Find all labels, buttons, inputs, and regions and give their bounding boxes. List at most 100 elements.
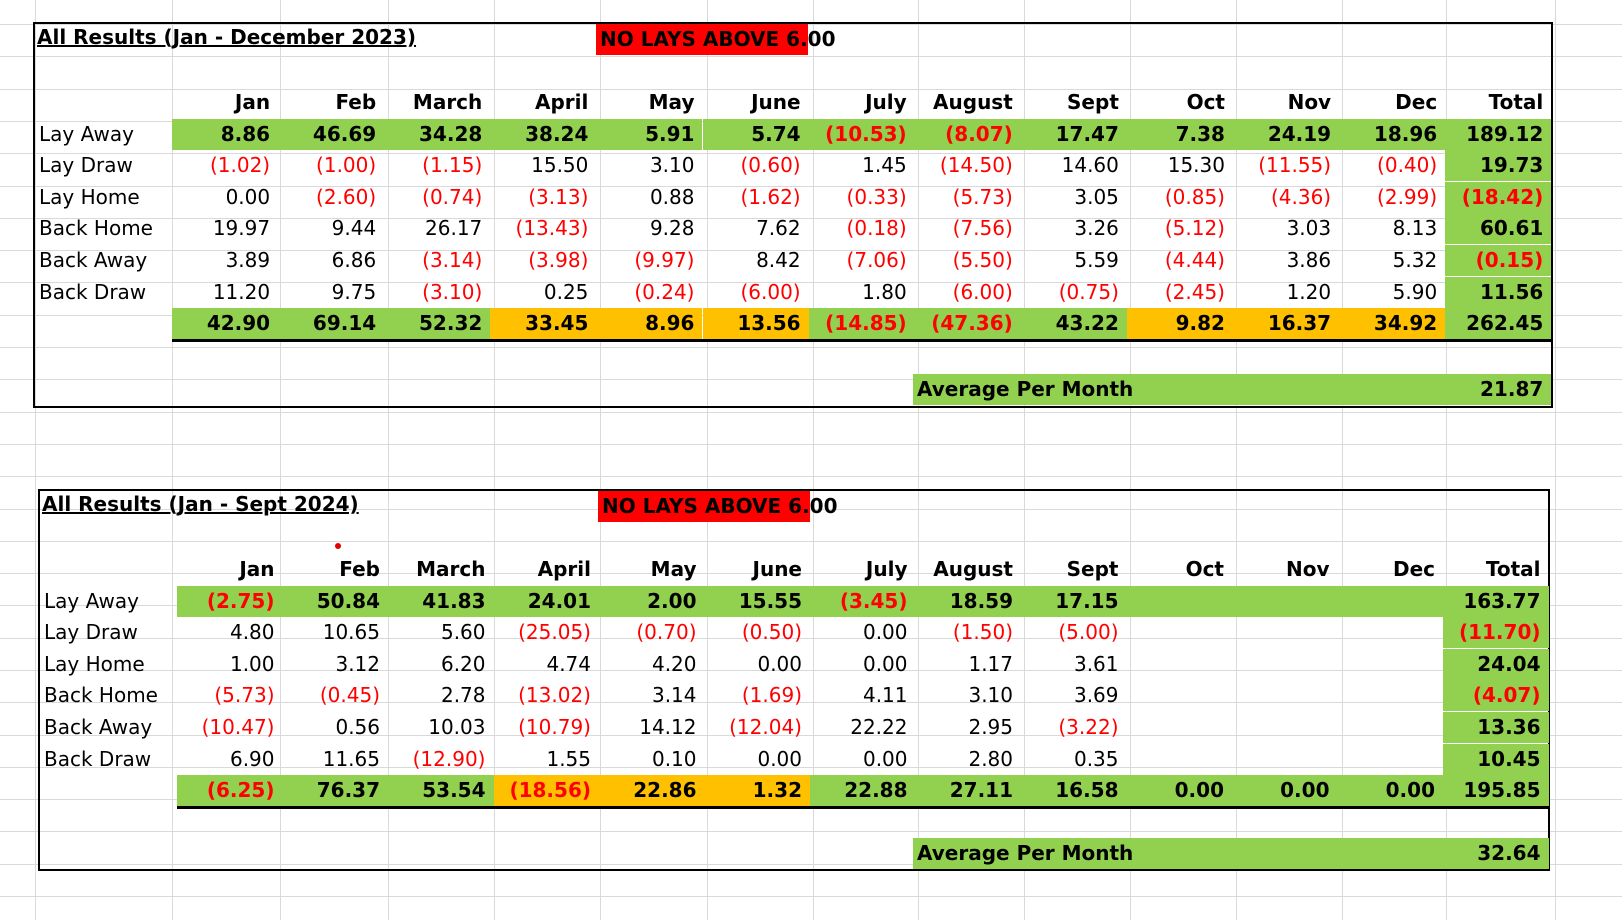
data-cell[interactable]: 34.28 bbox=[384, 118, 491, 150]
data-cell[interactable] bbox=[1338, 712, 1444, 743]
data-cell[interactable]: 1.55 bbox=[546, 746, 591, 771]
data-cell[interactable]: (1.02) bbox=[209, 153, 271, 178]
data-cell[interactable]: 0.10 bbox=[651, 746, 697, 771]
data-cell[interactable]: 10.03 bbox=[428, 715, 486, 739]
month-total[interactable]: (14.85) bbox=[808, 308, 915, 340]
data-cell[interactable]: 38.24 bbox=[490, 118, 597, 150]
data-cell[interactable]: 7.38 bbox=[1126, 118, 1233, 150]
row-total[interactable]: 189.12 bbox=[1445, 118, 1552, 150]
grand-total[interactable]: 195.85 bbox=[1443, 775, 1549, 807]
data-cell[interactable]: (0.40) bbox=[1377, 153, 1438, 178]
data-cell[interactable]: (5.73) bbox=[214, 683, 275, 708]
data-cell[interactable]: 5.59 bbox=[1074, 248, 1119, 272]
month-total[interactable]: 13.56 bbox=[702, 308, 809, 340]
data-cell[interactable]: (8.07) bbox=[914, 118, 1021, 150]
data-cell[interactable]: (0.33) bbox=[846, 184, 907, 209]
data-cell[interactable]: 3.26 bbox=[1074, 216, 1119, 241]
month-total[interactable]: 27.11 bbox=[915, 775, 1021, 807]
data-cell[interactable]: (2.99) bbox=[1377, 184, 1438, 209]
data-cell[interactable]: 1.00 bbox=[229, 651, 275, 676]
month-total[interactable]: (18.56) bbox=[493, 775, 599, 807]
data-cell[interactable]: (25.05) bbox=[518, 620, 591, 645]
data-cell[interactable]: 3.89 bbox=[225, 248, 271, 272]
month-total[interactable]: (6.25) bbox=[177, 775, 283, 807]
row-total[interactable]: 11.56 bbox=[1445, 276, 1552, 308]
data-cell[interactable]: (13.02) bbox=[518, 683, 591, 708]
month-total[interactable]: 34.92 bbox=[1339, 308, 1446, 340]
data-cell[interactable]: (10.53) bbox=[808, 118, 915, 150]
month-total[interactable]: 52.32 bbox=[384, 308, 491, 340]
data-cell[interactable]: 7.62 bbox=[756, 216, 801, 241]
data-cell[interactable]: 8.13 bbox=[1392, 216, 1438, 241]
data-cell[interactable]: 14.12 bbox=[639, 715, 697, 739]
month-total[interactable]: 42.90 bbox=[172, 308, 279, 340]
data-cell[interactable]: (7.06) bbox=[846, 248, 907, 272]
month-total[interactable]: 0.00 bbox=[1232, 775, 1338, 807]
average-value[interactable]: 32.64 bbox=[1443, 838, 1549, 869]
data-cell[interactable]: (0.60) bbox=[740, 153, 801, 178]
data-cell[interactable] bbox=[1127, 712, 1233, 743]
data-cell[interactable]: 15.55 bbox=[704, 585, 810, 617]
data-cell[interactable]: 0.25 bbox=[543, 279, 589, 304]
data-cell[interactable]: 24.01 bbox=[493, 585, 599, 617]
data-cell[interactable]: 0.56 bbox=[335, 715, 380, 739]
data-cell[interactable]: 41.83 bbox=[388, 585, 494, 617]
data-cell[interactable]: 50.84 bbox=[282, 585, 388, 617]
data-cell[interactable]: (13.43) bbox=[515, 216, 589, 241]
month-total[interactable]: 53.54 bbox=[388, 775, 494, 807]
month-total[interactable]: 22.88 bbox=[810, 775, 916, 807]
month-total[interactable]: 43.22 bbox=[1020, 308, 1127, 340]
data-cell[interactable]: 0.00 bbox=[757, 746, 802, 771]
data-cell[interactable] bbox=[1127, 617, 1233, 648]
data-cell[interactable]: 2.78 bbox=[440, 683, 486, 708]
data-cell[interactable]: 1.80 bbox=[862, 279, 907, 304]
month-total[interactable]: 16.58 bbox=[1021, 775, 1127, 807]
data-cell[interactable]: 5.32 bbox=[1392, 248, 1438, 272]
month-total[interactable]: 33.45 bbox=[490, 308, 597, 340]
data-cell[interactable]: (2.75) bbox=[177, 585, 283, 617]
data-cell[interactable]: 1.45 bbox=[862, 153, 907, 178]
data-cell[interactable]: 4.20 bbox=[651, 651, 697, 676]
data-cell[interactable]: 3.61 bbox=[1073, 651, 1119, 676]
data-cell[interactable]: 9.28 bbox=[649, 216, 695, 241]
data-cell[interactable]: (12.04) bbox=[729, 715, 802, 739]
data-cell[interactable]: 3.10 bbox=[649, 153, 695, 178]
data-cell[interactable] bbox=[1338, 649, 1444, 680]
data-cell[interactable]: 11.65 bbox=[322, 746, 380, 771]
month-total[interactable]: 22.86 bbox=[599, 775, 705, 807]
data-cell[interactable]: (1.69) bbox=[741, 683, 802, 708]
data-cell[interactable]: (7.56) bbox=[952, 216, 1013, 241]
data-cell[interactable]: (5.50) bbox=[952, 248, 1013, 272]
data-cell[interactable]: (10.79) bbox=[518, 715, 591, 739]
data-cell[interactable]: (0.24) bbox=[634, 279, 695, 304]
data-cell[interactable]: (0.85) bbox=[1164, 184, 1225, 209]
month-total[interactable]: (47.36) bbox=[914, 308, 1021, 340]
row-total[interactable]: 19.73 bbox=[1445, 150, 1552, 182]
data-cell[interactable]: 6.20 bbox=[440, 651, 486, 676]
row-total[interactable]: 10.45 bbox=[1443, 743, 1549, 775]
data-cell[interactable]: 3.69 bbox=[1073, 683, 1119, 708]
data-cell[interactable]: (3.45) bbox=[810, 585, 916, 617]
data-cell[interactable] bbox=[1232, 680, 1338, 711]
data-cell[interactable]: (9.97) bbox=[634, 248, 695, 272]
data-cell[interactable]: (5.12) bbox=[1164, 216, 1225, 241]
data-cell[interactable]: (1.62) bbox=[740, 184, 801, 209]
month-total[interactable]: 69.14 bbox=[278, 308, 385, 340]
row-total[interactable]: (18.42) bbox=[1445, 181, 1552, 213]
data-cell[interactable]: 15.30 bbox=[1167, 153, 1225, 178]
data-cell[interactable]: (1.15) bbox=[422, 153, 483, 178]
data-cell[interactable]: (10.47) bbox=[201, 715, 275, 739]
data-cell[interactable]: (3.13) bbox=[528, 184, 589, 209]
data-cell[interactable]: 10.65 bbox=[322, 620, 380, 645]
month-total[interactable]: 9.82 bbox=[1126, 308, 1233, 340]
data-cell[interactable]: (4.36) bbox=[1270, 184, 1332, 209]
data-cell[interactable]: (5.00) bbox=[1058, 620, 1119, 645]
data-cell[interactable]: 3.12 bbox=[335, 651, 380, 676]
data-cell[interactable]: 46.69 bbox=[278, 118, 385, 150]
data-cell[interactable]: 0.35 bbox=[1073, 746, 1119, 771]
month-total[interactable]: 16.37 bbox=[1233, 308, 1340, 340]
row-total[interactable]: 163.77 bbox=[1443, 585, 1549, 617]
data-cell[interactable]: (2.60) bbox=[316, 184, 377, 209]
data-cell[interactable]: 17.47 bbox=[1020, 118, 1127, 150]
month-total[interactable]: 8.96 bbox=[596, 308, 703, 340]
